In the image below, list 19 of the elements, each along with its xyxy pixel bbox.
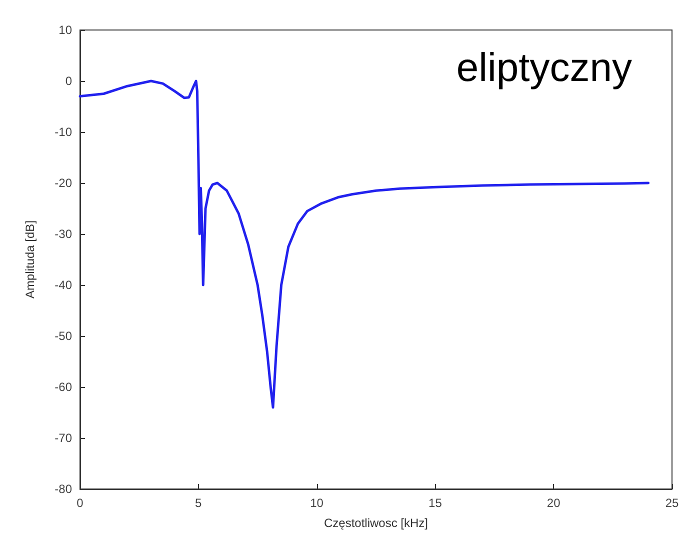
x-tick-label: 5 bbox=[195, 496, 202, 510]
x-tick-label: 0 bbox=[76, 496, 84, 510]
annotation: eliptyczny bbox=[456, 46, 632, 90]
y-tick-label: -10 bbox=[54, 125, 72, 139]
y-tick-label: -70 bbox=[54, 431, 72, 445]
y-tick-label: -50 bbox=[54, 329, 72, 343]
y-tick-label: -80 bbox=[54, 482, 72, 496]
y-tick-label: 10 bbox=[58, 23, 72, 37]
x-tick-label: 15 bbox=[428, 496, 442, 510]
y-tick-label: -40 bbox=[54, 278, 72, 292]
y-tick-label: 0 bbox=[65, 74, 72, 88]
x-tick-label: 20 bbox=[546, 496, 561, 510]
y-tick-label: -20 bbox=[54, 176, 72, 190]
y-tick-label: -60 bbox=[54, 380, 72, 394]
x-axis-title: Częstotliwosc [kHz] bbox=[324, 516, 428, 530]
y-tick-label: -30 bbox=[54, 227, 72, 241]
x-tick-label: 25 bbox=[665, 496, 679, 510]
x-tick-label: 10 bbox=[310, 496, 324, 510]
y-axis-title: Amplituda [dB] bbox=[23, 220, 37, 299]
